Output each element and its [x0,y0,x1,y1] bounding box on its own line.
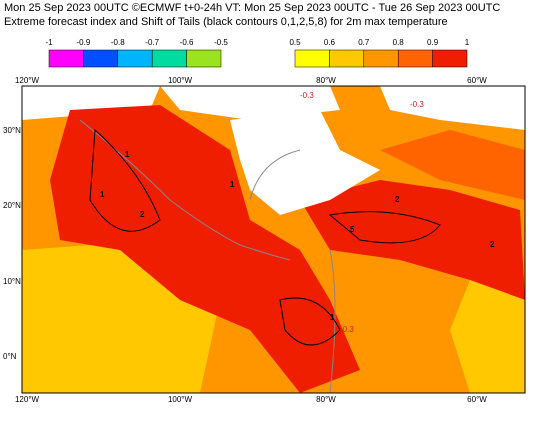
colorbar-label: -0.7 [145,38,159,47]
region [230,110,380,215]
colorbar-label: -0.6 [180,38,194,47]
contour [89,128,441,346]
region [300,180,525,300]
region [450,280,525,393]
colorbar-segment [294,49,330,68]
lon-label: 100°W [168,395,193,404]
lon-label: 100°W [168,76,193,85]
colorbars: -1 -0.9 -0.8 -0.7 -0.6 -0.5 0.5 0.6 0.7 0.8 0.9 1 [45,38,470,68]
title-line: Mon 25 Sep 2023 00UTC ©ECMWF t+0-24h VT:… [4,2,500,14]
lat-label: 20°N [3,201,21,210]
contour-label: 1 [125,150,130,159]
contour-label: 1 [230,180,235,189]
map-labels: 120°W 120°W 100°W 100°W 80°W 80°W 60°W 60°W 30°N… [3,76,495,404]
colorbar-label: 1 [465,38,470,47]
coastline [79,119,336,393]
colorbar-segment [151,49,187,68]
contour-label: 2 [490,240,495,249]
colorbar-segment [397,49,433,68]
contour-label: 2 [395,195,400,204]
lon-label: 60°W [467,76,487,85]
colorbar-label: 0.7 [358,38,370,47]
map [21,85,526,394]
colorbar-segment [329,49,365,68]
lon-label: 120°W [15,395,40,404]
colorbar-label: -0.5 [214,38,228,47]
lon-label: 80°W [316,76,336,85]
contour-label: 1 [100,190,105,199]
colorbar-segment [432,49,468,68]
contour-label: -0.3 [410,100,424,109]
colorbar-segment [363,49,399,68]
region [380,130,525,200]
title-line: Extreme forecast index and Shift of Tail… [4,16,448,28]
lon-label: 80°W [316,395,336,404]
region [380,86,525,130]
lat-label: 10°N [3,277,21,286]
region [160,86,340,120]
colorbar-label: 0.6 [324,38,336,47]
contour-label: -0.3 [300,91,314,100]
contour-label: 1 [330,313,335,322]
colorbar-segment [186,49,222,68]
lon-label: 60°W [467,395,487,404]
lat-label: 30°N [3,126,21,135]
region [50,105,360,393]
contour-label: -0.3 [340,325,354,334]
colorbar-segment [48,49,84,68]
colorbar-segment [83,49,119,68]
map-frame [21,85,526,394]
colorbar-label: -1 [45,38,53,47]
colorbar-segment [117,49,153,68]
colorbar-label: -0.8 [111,38,125,47]
lat-label: 0°N [3,352,17,361]
contour-label: 5 [350,225,355,234]
contour-label: 2 [140,210,145,219]
colorbar-label: 0.8 [393,38,405,47]
lon-label: 120°W [15,76,40,85]
colorbar-label: -0.9 [77,38,91,47]
colorbar-label: 0.9 [427,38,439,47]
colorbar-label: 0.5 [289,38,301,47]
